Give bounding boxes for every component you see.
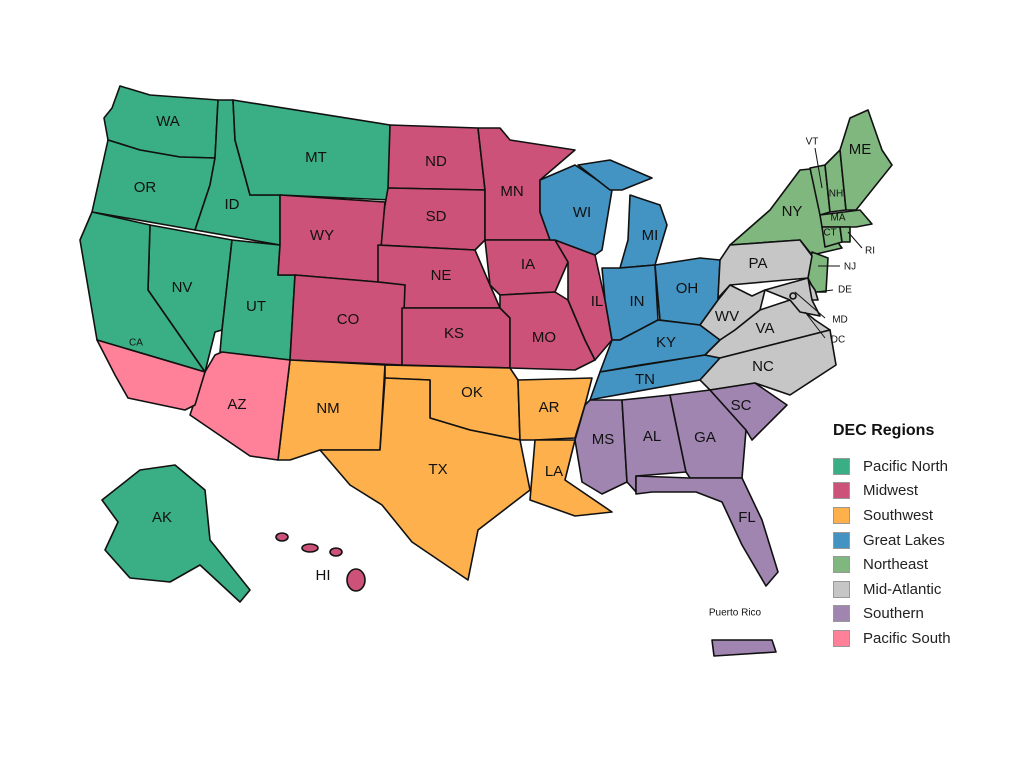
legend-item: Great Lakes <box>833 528 951 553</box>
legend-swatch <box>833 580 850 598</box>
state-label-ak: AK <box>152 509 172 526</box>
state-hi[interactable] <box>329 547 343 557</box>
state-me[interactable] <box>839 109 893 211</box>
state-pa[interactable] <box>717 239 813 299</box>
legend-title: DEC Regions <box>833 422 935 439</box>
state-wi[interactable] <box>539 164 613 256</box>
legend-item: Pacific North <box>833 454 951 479</box>
state-label-nc: NC <box>752 358 774 375</box>
state-label-sd: SD <box>426 208 447 225</box>
state-label-tn: TN <box>635 371 655 388</box>
legend-swatch <box>833 457 850 475</box>
legend-item: Southwest <box>833 503 951 528</box>
state-ma[interactable] <box>819 209 873 228</box>
state-label-mt: MT <box>305 149 327 166</box>
state-label-ar: AR <box>539 399 560 416</box>
state-label-va: VA <box>756 320 775 337</box>
state-sc[interactable] <box>709 382 788 441</box>
state-mo[interactable] <box>499 291 596 371</box>
state-label-wi: WI <box>573 204 591 221</box>
state-tx[interactable] <box>319 377 531 581</box>
legend-swatch <box>833 605 850 623</box>
state-label-co: CO <box>337 311 360 328</box>
state-label-ks: KS <box>444 325 464 342</box>
legend-label: Pacific North <box>863 457 949 475</box>
state-label-de: DE <box>838 285 852 296</box>
state-label-ny: NY <box>782 203 803 220</box>
legend-label: Mid-Atlantic <box>863 580 942 598</box>
state-hi[interactable] <box>275 532 289 542</box>
state-label-ga: GA <box>694 429 716 446</box>
state-az[interactable] <box>96 339 206 411</box>
state-label-az: AZ <box>227 396 246 413</box>
state-label-fl: FL <box>738 509 756 526</box>
state-label-wa: WA <box>156 113 180 130</box>
state-label-hi: HI <box>316 567 331 584</box>
state-puerto-rico[interactable] <box>711 639 777 657</box>
legend-swatch <box>833 506 850 524</box>
legend-swatch <box>833 482 850 500</box>
legend-label: Pacific South <box>863 629 951 647</box>
state-label-vt: VT <box>806 137 819 148</box>
state-label-me: ME <box>849 141 872 158</box>
state-label-wv: WV <box>715 308 739 325</box>
legend-label: Northeast <box>863 556 929 574</box>
legend-label: Great Lakes <box>863 531 945 549</box>
legend: DEC Regions Pacific North Midwest Southwes… <box>833 422 951 651</box>
state-dc[interactable] <box>789 292 797 300</box>
legend-item: Pacific South <box>833 626 951 651</box>
state-label-mo: MO <box>532 329 556 346</box>
state-label-nv: NV <box>172 279 193 296</box>
state-label-ri: RI <box>865 246 875 257</box>
legend-label: Southwest <box>863 506 934 524</box>
legend-swatch <box>833 629 850 647</box>
state-label-nh: NH <box>829 189 843 200</box>
state-label-mn: MN <box>500 183 523 200</box>
state-label-ia: IA <box>521 256 535 273</box>
state-label-al: AL <box>643 428 661 445</box>
state-label-or: OR <box>134 179 157 196</box>
state-il[interactable] <box>554 239 613 361</box>
state-hi[interactable] <box>346 568 366 592</box>
state-label-mi: MI <box>642 227 659 244</box>
state-label-tx: TX <box>428 461 447 478</box>
state-label-la: LA <box>545 463 563 480</box>
state-label-dc: DC <box>831 335 845 346</box>
state-label-il: IL <box>591 293 604 310</box>
state-label-puerto-rico: Puerto Rico <box>709 608 762 619</box>
legend-item: Southern <box>833 602 951 627</box>
legend-label: Midwest <box>863 482 919 500</box>
legend-swatch <box>833 556 850 574</box>
state-label-nj: NJ <box>844 262 856 273</box>
state-label-ca: CA <box>129 338 143 349</box>
legend-label: Southern <box>863 605 924 623</box>
state-label-pa: PA <box>749 255 768 272</box>
state-label-ne: NE <box>431 267 452 284</box>
state-label-ct: CT <box>823 228 836 239</box>
state-label-oh: OH <box>676 280 699 297</box>
state-label-ok: OK <box>461 384 483 401</box>
state-label-wy: WY <box>310 227 334 244</box>
legend-swatch <box>833 531 850 549</box>
state-hi[interactable] <box>301 543 319 553</box>
state-label-ut: UT <box>246 298 266 315</box>
state-ak[interactable] <box>101 464 251 603</box>
legend-item: Midwest <box>833 479 951 504</box>
state-fl[interactable] <box>635 475 779 587</box>
state-label-id: ID <box>225 196 240 213</box>
legend-item: Northeast <box>833 552 951 577</box>
state-label-nm: NM <box>316 400 339 417</box>
state-label-sc: SC <box>731 397 752 414</box>
state-ri[interactable] <box>839 226 851 243</box>
state-label-md: MD <box>832 315 848 326</box>
legend-item: Mid-Atlantic <box>833 577 951 602</box>
state-az[interactable] <box>189 351 291 461</box>
state-label-ma: MA <box>831 213 846 224</box>
state-label-nd: ND <box>425 153 447 170</box>
state-label-ky: KY <box>656 334 676 351</box>
state-label-ms: MS <box>592 431 615 448</box>
state-mi[interactable] <box>577 159 653 191</box>
state-label-in: IN <box>630 293 645 310</box>
